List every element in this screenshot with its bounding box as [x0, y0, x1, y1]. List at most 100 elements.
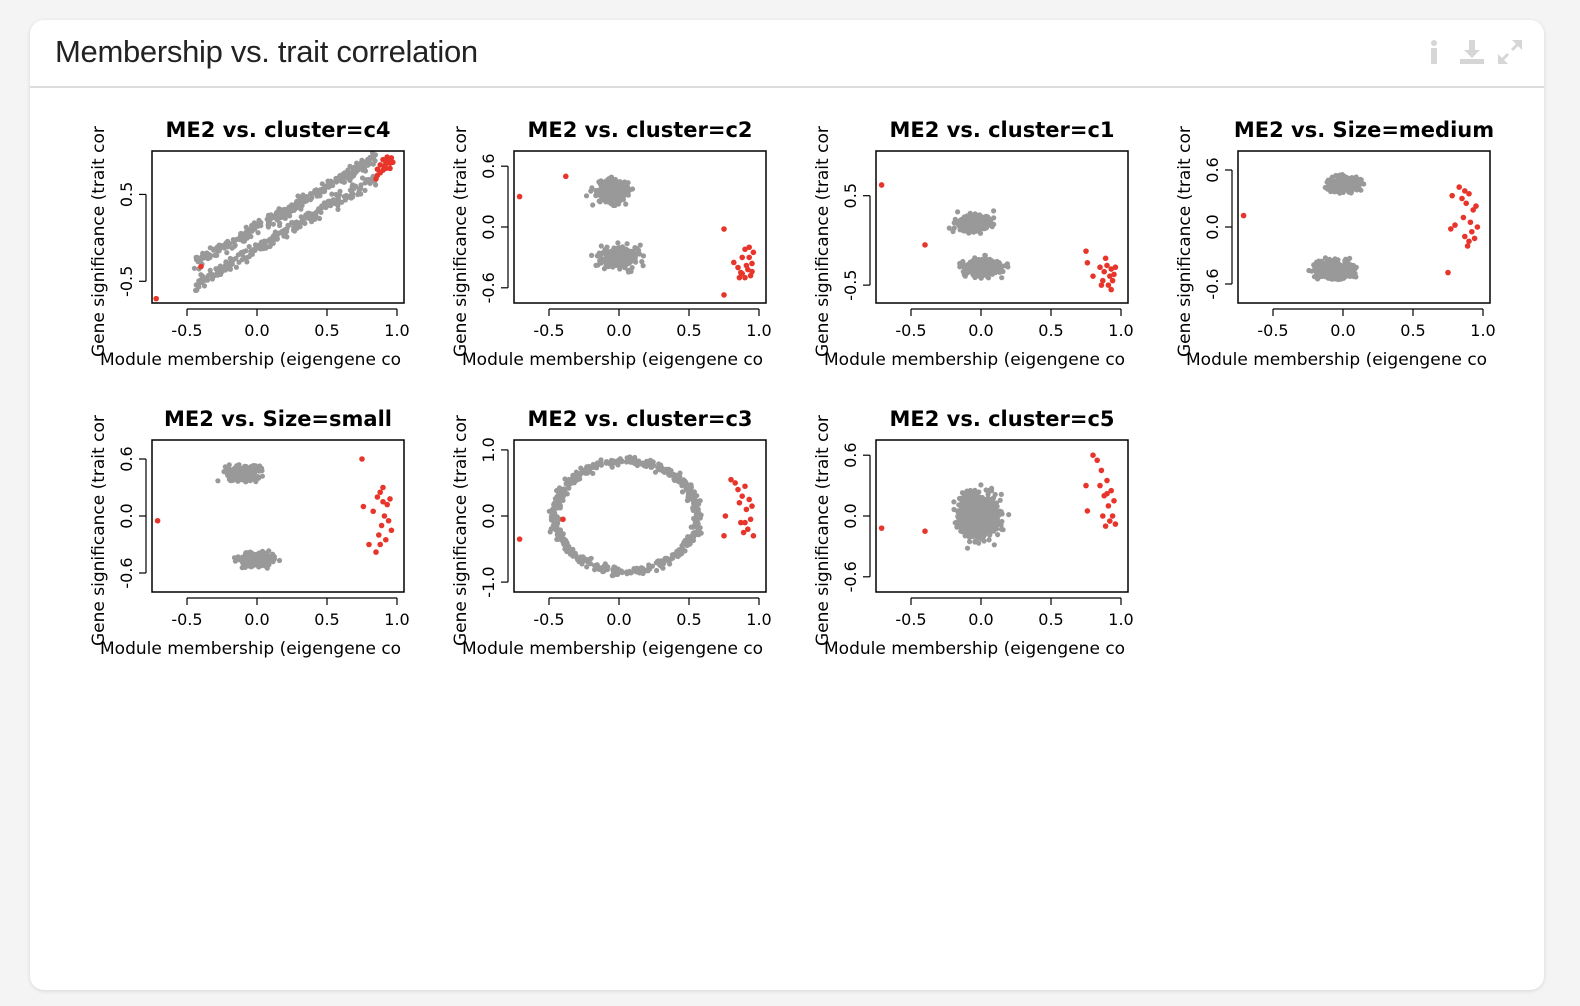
point: [689, 495, 695, 501]
point: [215, 272, 221, 278]
highlight-point: [384, 501, 391, 508]
point: [250, 224, 256, 230]
point: [992, 491, 998, 498]
point: [1322, 271, 1329, 277]
point: [552, 496, 558, 502]
point: [625, 180, 631, 186]
highlight-point: [749, 260, 755, 267]
point: [309, 219, 315, 225]
highlight-point: [1100, 277, 1106, 284]
point: [971, 508, 977, 514]
info-icon[interactable]: [1420, 38, 1448, 66]
point: [556, 490, 562, 496]
point: [600, 257, 607, 263]
highlight-point: [1104, 490, 1110, 497]
point: [612, 188, 618, 194]
highlight-point: [390, 159, 396, 166]
point: [969, 221, 975, 227]
point: [224, 250, 230, 256]
point: [989, 224, 995, 230]
point: [270, 221, 276, 227]
point: [1329, 182, 1335, 188]
point: [601, 186, 607, 192]
point: [243, 224, 249, 230]
point: [312, 188, 318, 194]
point: [230, 237, 236, 243]
x-tick-label: -0.5: [533, 610, 564, 629]
point: [196, 280, 202, 286]
point: [615, 240, 621, 246]
point: [564, 548, 570, 555]
highlight-point: [378, 522, 385, 529]
point: [962, 490, 968, 496]
point: [559, 494, 565, 500]
plots-grid: ME2 vs. cluster=c4 -0.5 0.0 0.5 1.0 Module me…: [89, 118, 1496, 659]
point: [250, 463, 256, 469]
point: [985, 518, 991, 524]
point: [1335, 257, 1341, 263]
scatter-panel-1: ME2 vs. cluster=c4 -0.5 0.0 0.5 1.0 Module me…: [89, 118, 410, 370]
point: [584, 564, 590, 570]
expand-icon[interactable]: [1496, 38, 1524, 66]
point: [222, 464, 228, 470]
point: [685, 541, 691, 547]
point: [546, 508, 552, 514]
point: [977, 225, 983, 231]
x-tick-label: -0.5: [533, 321, 564, 340]
point: [205, 272, 212, 279]
point: [611, 458, 617, 464]
point: [598, 243, 604, 249]
point: [335, 206, 341, 212]
point: [990, 505, 996, 511]
point: [626, 457, 632, 463]
highlight-point: [735, 264, 741, 271]
point: [962, 533, 968, 539]
point: [983, 504, 989, 510]
point: [684, 497, 691, 504]
point: [257, 463, 263, 469]
point: [371, 156, 377, 162]
point: [1328, 275, 1335, 281]
y-tick-label: 0.5: [841, 183, 860, 208]
y-axis-label: Gene significance (trait cor: [89, 415, 109, 646]
point: [968, 533, 974, 539]
point: [959, 505, 965, 511]
point: [620, 196, 627, 203]
point: [593, 262, 599, 268]
point: [339, 199, 345, 205]
y-tick-label: 0.6: [1203, 157, 1222, 182]
point: [986, 218, 992, 224]
download-icon[interactable]: [1458, 38, 1486, 66]
point: [194, 287, 200, 293]
y-tick-label: -0.5: [117, 266, 136, 297]
point: [248, 248, 254, 254]
panel-title: ME2 vs. cluster=c4: [165, 118, 390, 142]
point: [998, 509, 1004, 515]
point: [668, 468, 674, 474]
point: [652, 469, 659, 475]
point: [685, 488, 691, 494]
point: [350, 183, 356, 189]
highlight-point: [1464, 243, 1471, 249]
panel-points: [878, 452, 1119, 551]
point: [207, 245, 213, 251]
point: [994, 503, 1000, 509]
highlight-point: [1094, 457, 1100, 464]
point: [967, 539, 973, 545]
x-tick-label: 0.0: [606, 610, 631, 629]
point: [689, 489, 695, 495]
point: [1342, 272, 1348, 278]
point: [584, 470, 590, 476]
highlight-point: [387, 165, 393, 172]
point: [234, 477, 240, 483]
highlight-point: [1473, 203, 1479, 209]
point: [1348, 181, 1354, 187]
y-tick-label: 0.6: [117, 446, 136, 471]
highlight-point: [745, 526, 751, 533]
highlight-point: [721, 533, 727, 539]
point: [263, 238, 269, 244]
x-tick-label: 0.5: [314, 321, 339, 340]
point: [312, 214, 318, 220]
point: [634, 568, 641, 575]
point: [554, 531, 561, 537]
